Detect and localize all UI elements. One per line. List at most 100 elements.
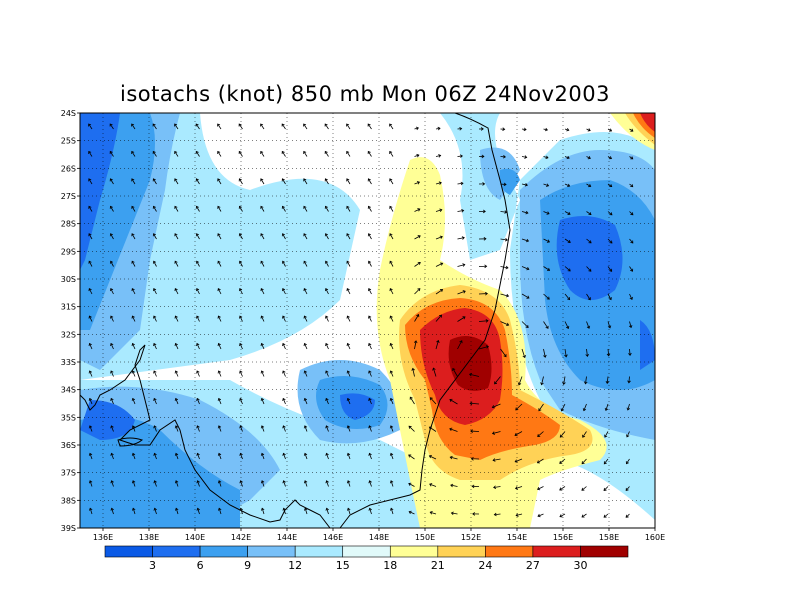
latitude-label: 35S <box>61 413 76 422</box>
wind-arrow <box>606 348 611 357</box>
wind-arrow <box>131 370 136 377</box>
wind-arrow <box>109 150 114 157</box>
wind-arrow <box>239 342 243 350</box>
wind-arrow <box>585 348 589 357</box>
wind-arrow <box>153 342 157 350</box>
isotach-region-9-12 <box>80 113 655 528</box>
wind-arrow <box>282 507 286 515</box>
wind-arrow <box>282 425 286 432</box>
wind-arrow <box>88 260 93 267</box>
wind-arrow <box>88 342 93 350</box>
wind-arrow <box>131 452 136 460</box>
wind-arrow <box>131 288 136 295</box>
wind-arrow <box>629 183 634 188</box>
latitude-label: 38S <box>61 496 76 505</box>
wind-arrow <box>515 403 523 411</box>
wind-arrow <box>368 507 372 515</box>
wind-arrow <box>604 431 609 438</box>
colorbar-swatch <box>580 545 629 558</box>
wind-arrow <box>581 458 587 465</box>
wind-arrow <box>500 154 507 159</box>
wind-arrow <box>450 511 458 516</box>
wind-arrow <box>514 458 523 463</box>
wind-arrow <box>367 178 372 185</box>
wind-arrow <box>408 454 415 460</box>
wind-arrow <box>389 397 394 405</box>
wind-arrow <box>174 288 179 295</box>
wind-arrow <box>324 233 329 240</box>
wind-arrow <box>239 397 243 405</box>
wind-arrow <box>457 126 463 131</box>
wind-arrow <box>174 342 179 350</box>
longitude-label: 138E <box>139 533 159 542</box>
wind-arrow <box>478 127 484 131</box>
wind-arrow <box>629 128 634 132</box>
colorbar-level-label: 18 <box>383 559 397 572</box>
wind-arrow <box>521 348 526 359</box>
latitude-label: 30S <box>61 275 76 284</box>
wind-arrow <box>435 181 442 185</box>
wind-arrow <box>564 155 570 160</box>
wind-arrow <box>153 425 157 432</box>
wind-arrow <box>607 156 612 160</box>
wind-arrow <box>607 183 613 188</box>
wind-arrow <box>564 266 571 272</box>
wind-arrow <box>196 342 200 350</box>
wind-arrow <box>303 260 308 267</box>
wind-arrow <box>238 260 243 267</box>
colorbar-level-label: 12 <box>288 559 302 572</box>
wind-arrow <box>281 123 286 130</box>
wind-arrow <box>491 431 501 435</box>
wind-arrow <box>543 238 550 243</box>
wind-arrow <box>346 370 351 377</box>
wind-arrow <box>88 150 93 157</box>
wind-arrow <box>217 452 222 460</box>
colorbar-swatch <box>437 545 486 558</box>
wind-arrow <box>628 321 633 329</box>
wind-arrow <box>110 425 114 432</box>
wind-arrow <box>435 262 444 267</box>
wind-arrow <box>478 291 488 296</box>
wind-arrow <box>174 397 179 405</box>
wind-arrow <box>238 288 243 295</box>
wind-arrow <box>368 452 372 460</box>
wind-arrow <box>435 154 442 158</box>
isotach-region-30-plus <box>448 336 492 391</box>
wind-arrow <box>469 401 480 406</box>
wind-arrow <box>346 205 351 212</box>
wind-arrow <box>88 123 93 130</box>
wind-arrow <box>131 260 136 267</box>
wind-arrow <box>324 123 329 130</box>
latitude-label: 36S <box>61 441 76 450</box>
wind-arrow <box>457 236 465 240</box>
wind-arrow <box>282 342 286 350</box>
wind-arrow <box>88 288 93 295</box>
colorbar-swatch <box>485 545 534 558</box>
wind-arrow <box>471 484 480 489</box>
wind-arrow <box>457 316 466 322</box>
colorbar-level-label: 21 <box>431 559 445 572</box>
wind-arrow <box>457 290 466 295</box>
wind-arrow <box>470 456 480 461</box>
wind-arrow <box>346 480 351 487</box>
longitude-label: 144E <box>277 533 297 542</box>
wind-arrow <box>586 238 592 244</box>
wind-arrow <box>429 397 437 405</box>
wind-arrow <box>521 155 528 159</box>
wind-arrow <box>346 315 351 322</box>
wind-arrow <box>435 208 443 212</box>
colorbar-swatch <box>342 545 391 558</box>
latitude-label: 26S <box>61 164 76 173</box>
wind-arrow <box>607 211 613 216</box>
wind-arrow <box>325 452 329 460</box>
wind-arrow <box>131 123 136 130</box>
wind-arrow <box>543 348 547 358</box>
wind-arrow <box>109 288 114 295</box>
wind-arrow <box>429 483 437 487</box>
wind-arrow <box>238 150 243 157</box>
latitude-label: 37S <box>61 469 76 478</box>
wind-arrow <box>174 480 179 487</box>
wind-arrow <box>449 398 458 405</box>
wind-arrow <box>435 235 443 240</box>
wind-arrow <box>408 510 415 515</box>
